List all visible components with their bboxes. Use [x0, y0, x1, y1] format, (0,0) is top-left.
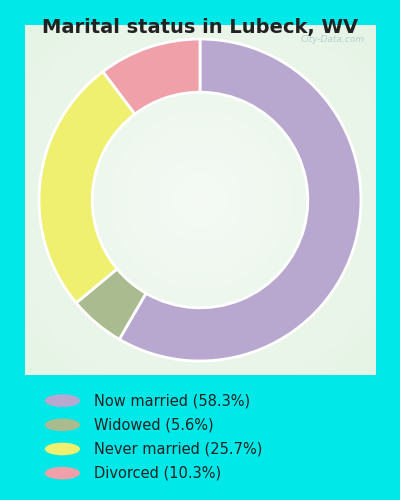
Wedge shape — [119, 39, 361, 361]
Text: Divorced (10.3%): Divorced (10.3%) — [94, 466, 222, 480]
Circle shape — [45, 442, 80, 456]
Text: Widowed (5.6%): Widowed (5.6%) — [94, 418, 214, 432]
Wedge shape — [103, 39, 200, 114]
Circle shape — [45, 394, 80, 407]
Wedge shape — [76, 269, 146, 340]
Text: Never married (25.7%): Never married (25.7%) — [94, 442, 263, 456]
Wedge shape — [39, 72, 135, 303]
Circle shape — [45, 467, 80, 479]
Text: Marital status in Lubeck, WV: Marital status in Lubeck, WV — [42, 18, 358, 36]
Text: Now married (58.3%): Now married (58.3%) — [94, 393, 250, 408]
Text: City-Data.com: City-Data.com — [300, 36, 364, 44]
Circle shape — [45, 418, 80, 431]
